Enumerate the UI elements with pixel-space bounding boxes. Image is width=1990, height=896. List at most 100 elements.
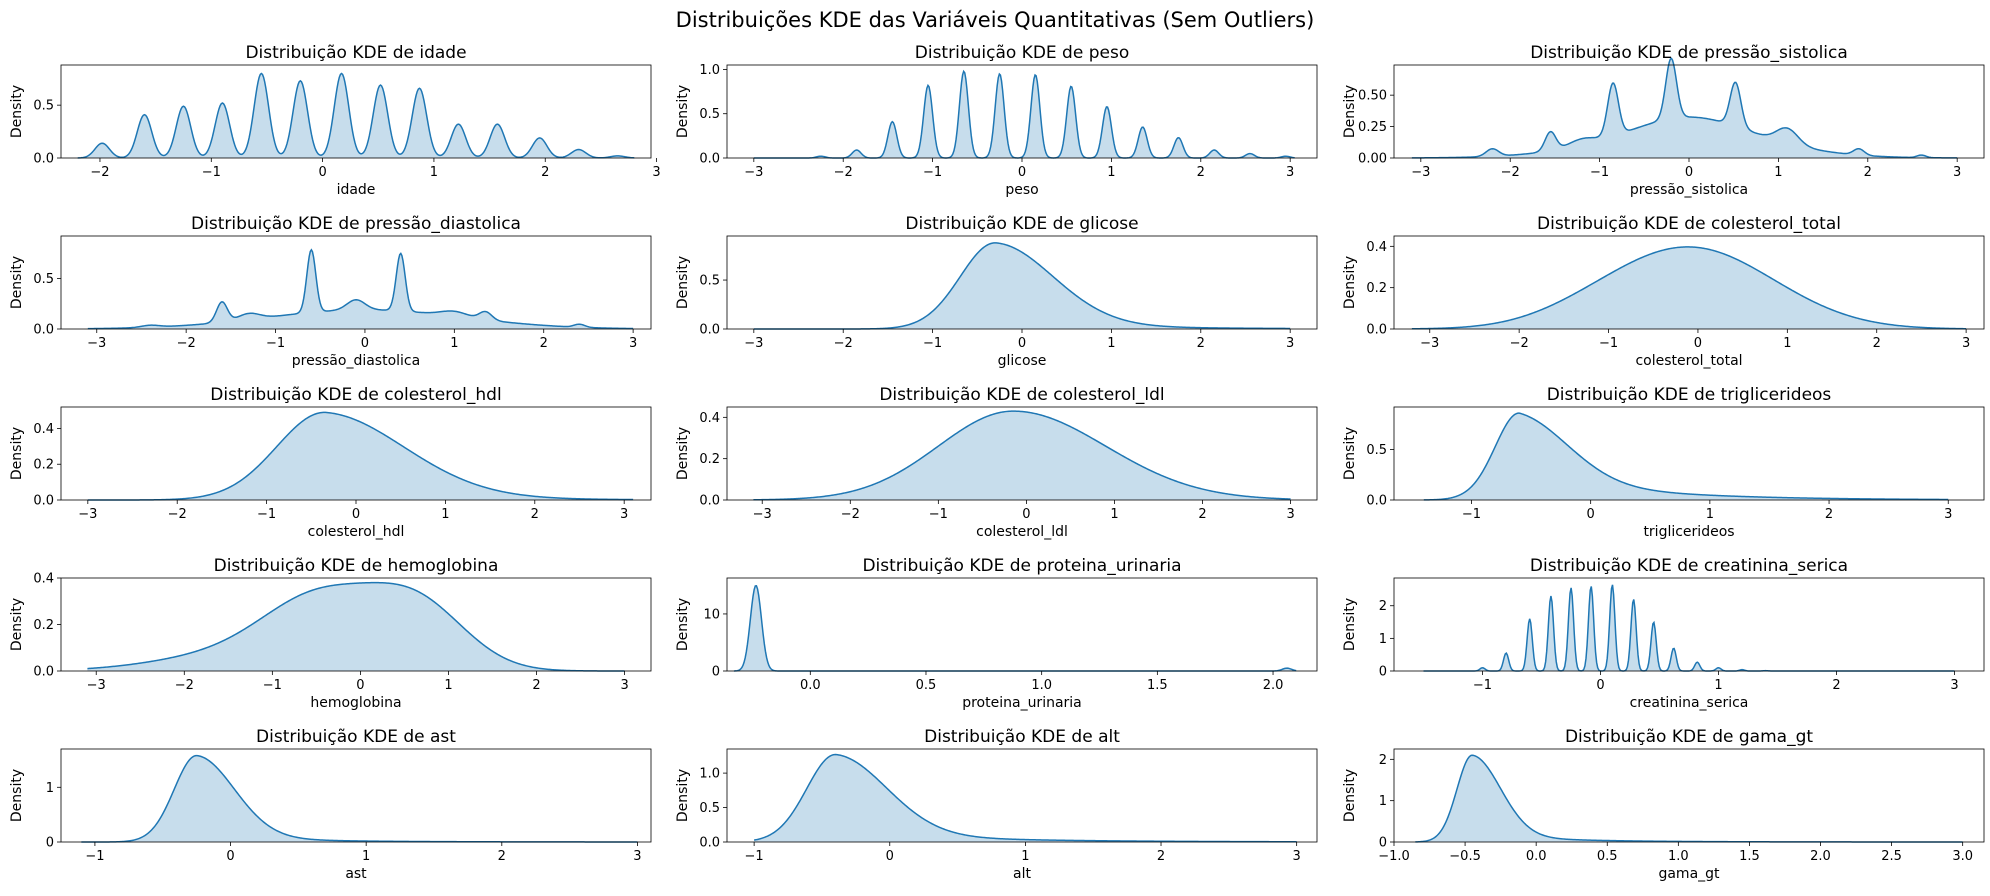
x-tick-label: −1 bbox=[923, 336, 942, 351]
y-axis-label: Density bbox=[675, 598, 691, 651]
x-tick-label: 1 bbox=[430, 165, 438, 180]
panel-title: Distribuição KDE de ast bbox=[256, 727, 456, 747]
x-tick-label: 2 bbox=[498, 849, 506, 864]
y-tick-label: 0.5 bbox=[33, 272, 54, 287]
x-tick-label: 1 bbox=[362, 849, 370, 864]
axes-frame bbox=[1393, 748, 1985, 843]
y-tick-label: 2 bbox=[1379, 753, 1387, 768]
panel-title: Distribuição KDE de pressão_diastolica bbox=[191, 214, 521, 234]
x-tick-label: −3 bbox=[744, 165, 763, 180]
axes-frame bbox=[1393, 235, 1985, 330]
x-tick-label: −1 bbox=[263, 678, 282, 693]
x-tick-label: 3 bbox=[1286, 336, 1294, 351]
panel-title: Distribuição KDE de glicose bbox=[905, 214, 1138, 234]
x-tick-label: 3 bbox=[1293, 849, 1301, 864]
kde-curve bbox=[87, 581, 625, 672]
y-tick-label: 0.0 bbox=[699, 323, 720, 338]
x-tick-label: 2.5 bbox=[1881, 849, 1902, 864]
x-tick-label: 0 bbox=[1587, 507, 1595, 522]
x-tick-label: 0 bbox=[226, 849, 234, 864]
x-tick-label: 2 bbox=[1832, 678, 1840, 693]
axes-frame bbox=[60, 64, 652, 159]
x-tick-label: −1 bbox=[1599, 336, 1618, 351]
y-tick-label: 0 bbox=[46, 836, 54, 851]
x-tick-label: −3 bbox=[1411, 165, 1430, 180]
y-tick-label: 0.2 bbox=[1366, 281, 1387, 296]
x-tick-label: 3.0 bbox=[1952, 849, 1973, 864]
kde-panel: −3 −2 −1 0 1 2 3 0.0 0.2 0.4 Distribuição KDE de c… bbox=[675, 385, 1318, 540]
x-tick-label: −2 bbox=[175, 678, 194, 693]
axes-frame bbox=[1393, 577, 1985, 672]
kde-panel: 0.0 0.5 1.0 1.5 2.0 0 10 Distribuição KDE de pr… bbox=[675, 556, 1318, 711]
x-tick-label: 0 bbox=[1022, 507, 1030, 522]
panel-title: Distribuição KDE de proteina_urinaria bbox=[862, 556, 1181, 576]
x-tick-label: 0 bbox=[1596, 678, 1604, 693]
kde-area bbox=[77, 73, 635, 158]
x-tick-label: 2 bbox=[1825, 507, 1833, 522]
x-tick-label: 3 bbox=[620, 678, 628, 693]
figure-suptitle: Distribuições KDE das Variáveis Quantita… bbox=[676, 8, 1315, 32]
x-axis-label: peso bbox=[1005, 182, 1038, 198]
x-tick-label: 1.0 bbox=[1031, 678, 1052, 693]
x-axis-label: ast bbox=[345, 866, 367, 882]
panel-title: Distribuição KDE de colesterol_ldl bbox=[879, 385, 1164, 405]
x-tick-label: 2 bbox=[1873, 336, 1881, 351]
x-tick-label: 2.0 bbox=[1263, 678, 1284, 693]
x-axis-label: colesterol_ldl bbox=[976, 524, 1068, 540]
x-tick-label: 0 bbox=[318, 165, 326, 180]
panel-title: Distribuição KDE de alt bbox=[924, 727, 1120, 747]
y-tick-label: 0.0 bbox=[33, 665, 54, 680]
kde-panel: −1.0 −0.5 0.0 0.5 1.0 1.5 2.0 2.5 3.0 0 1 2 Distribu… bbox=[1342, 727, 1985, 882]
y-tick-label: 0.5 bbox=[1366, 443, 1387, 458]
kde-panel: −3 −2 −1 0 1 2 3 0.0 0.2 0.4 Distribuição KDE de c… bbox=[9, 385, 652, 540]
kde-curve bbox=[753, 410, 1291, 501]
x-tick-label: −3 bbox=[1420, 336, 1439, 351]
kde-curve bbox=[753, 753, 1297, 843]
y-tick-label: 0.0 bbox=[699, 152, 720, 167]
x-axis-label: colesterol_hdl bbox=[308, 524, 405, 540]
y-axis-label: Density bbox=[1342, 256, 1358, 309]
panel-title: Distribuição KDE de gama_gt bbox=[1565, 727, 1813, 747]
x-tick-label: 1 bbox=[450, 336, 458, 351]
y-tick-label: 0.2 bbox=[33, 618, 54, 633]
x-tick-label: 3 bbox=[1286, 165, 1294, 180]
panel-title: Distribuição KDE de colesterol_total bbox=[1537, 214, 1841, 234]
x-tick-label: 0 bbox=[1694, 336, 1702, 351]
kde-panel: −1 0 1 2 3 0 1 Distribuição KDE de ast ast Densit… bbox=[9, 727, 652, 882]
panel-title: Distribuição KDE de creatinina_serica bbox=[1530, 556, 1848, 576]
x-tick-label: −2 bbox=[841, 507, 860, 522]
y-tick-label: 0.2 bbox=[699, 452, 720, 467]
kde-area bbox=[753, 411, 1291, 500]
y-axis-label: Density bbox=[675, 85, 691, 138]
x-tick-label: 3 bbox=[1950, 678, 1958, 693]
y-tick-label: 0.5 bbox=[33, 99, 54, 114]
y-tick-label: 10 bbox=[703, 607, 720, 622]
y-tick-label: 0.4 bbox=[33, 572, 54, 587]
kde-panel: −2 −1 0 1 2 3 0.0 0.5 Distribuição KDE de idade i… bbox=[9, 43, 661, 198]
x-tick-label: 0 bbox=[1685, 165, 1693, 180]
panel-title: Distribuição KDE de colesterol_hdl bbox=[210, 385, 501, 405]
x-tick-label: 1 bbox=[1110, 507, 1118, 522]
x-axis-label: idade bbox=[337, 182, 376, 198]
kde-area bbox=[1411, 58, 1958, 158]
kde-curve bbox=[1411, 57, 1958, 159]
y-axis-label: Density bbox=[9, 598, 25, 651]
x-tick-label: 3 bbox=[1286, 507, 1294, 522]
x-tick-label: 2 bbox=[1864, 165, 1872, 180]
subplot-grid: −2 −1 0 1 2 3 0.0 0.5 Distribuição KDE de idade i… bbox=[9, 43, 1985, 882]
x-tick-label: 3 bbox=[1944, 507, 1952, 522]
x-axis-label: pressão_sistolica bbox=[1630, 182, 1748, 198]
x-tick-label: −1.0 bbox=[1378, 849, 1410, 864]
x-axis-label: hemoglobina bbox=[310, 695, 401, 711]
y-tick-label: 0 bbox=[1379, 836, 1387, 851]
y-tick-label: 0.0 bbox=[33, 494, 54, 509]
x-tick-label: 2 bbox=[1157, 849, 1165, 864]
x-tick-label: 1 bbox=[441, 507, 449, 522]
x-tick-label: 2 bbox=[1198, 507, 1206, 522]
kde-area bbox=[1423, 584, 1955, 671]
x-tick-label: −1 bbox=[1473, 678, 1492, 693]
x-tick-label: −0.5 bbox=[1449, 849, 1481, 864]
y-axis-label: Density bbox=[9, 427, 25, 480]
y-tick-label: 0.2 bbox=[33, 458, 54, 473]
